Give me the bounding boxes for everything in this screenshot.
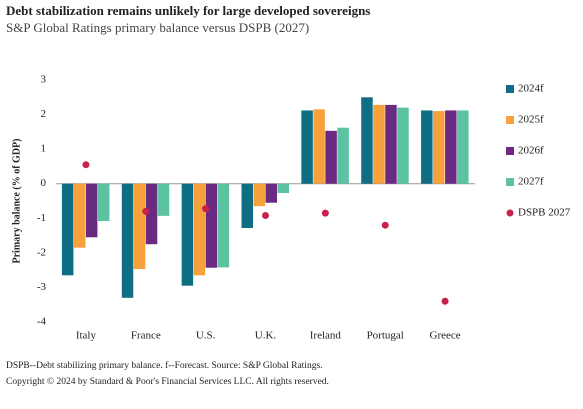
bar: [157, 183, 170, 216]
legend-label: 2026f: [518, 145, 544, 157]
legend-label: 2024f: [518, 83, 544, 95]
bar: [373, 104, 385, 184]
bar: [337, 127, 349, 184]
bar: [85, 183, 98, 238]
bar: [121, 183, 134, 298]
bar: [145, 183, 158, 245]
bar: [301, 110, 313, 184]
legend-swatch: [506, 178, 514, 186]
bar: [325, 130, 337, 184]
y-tick-label: -2: [37, 246, 46, 258]
dspb-dot: [321, 209, 329, 217]
bar: [445, 110, 457, 184]
x-tick-label: France: [131, 330, 161, 342]
legend-swatch: [506, 147, 514, 155]
legend-label: 2025f: [518, 114, 544, 126]
dspb-dot: [262, 212, 269, 220]
y-axis-label: Primary balance (% of GDP): [11, 139, 22, 264]
bar: [253, 183, 265, 207]
x-tick-label: Greece: [430, 330, 461, 342]
x-tick-label: U.S.: [196, 330, 216, 342]
bar: [361, 97, 373, 184]
x-tick-label: U.K.: [255, 330, 277, 342]
legend-swatch: [506, 209, 514, 217]
dspb-dot: [202, 205, 210, 213]
bar: [193, 183, 206, 276]
bar: [241, 183, 253, 228]
legend-label: DSPB 2027: [518, 207, 571, 219]
bar: [61, 183, 74, 276]
chart-title: Debt stabilization remains unlikely for …: [6, 3, 370, 18]
dspb-dot: [142, 207, 150, 215]
bar: [73, 183, 86, 248]
bar: [277, 183, 289, 194]
x-tick-label: Ireland: [310, 330, 342, 342]
y-tick-label: 2: [41, 108, 47, 120]
dspb-dot: [441, 297, 449, 305]
bar: [265, 183, 277, 203]
y-tick-label: 1: [41, 143, 47, 155]
bar: [217, 183, 230, 268]
bar: [313, 109, 325, 184]
bar: [385, 104, 397, 184]
y-tick-label: -4: [37, 316, 47, 328]
legend-swatch: [506, 85, 514, 93]
bar: [397, 107, 409, 184]
y-tick-label: -3: [37, 281, 47, 293]
bar: [133, 183, 146, 270]
x-tick-label: Italy: [76, 330, 97, 342]
dspb-dot: [381, 221, 389, 229]
legend-label: 2027f: [518, 176, 544, 188]
legend-swatch: [506, 116, 514, 124]
dspb-dot: [82, 161, 90, 169]
bar: [205, 183, 218, 268]
footnote: DSPB--Debt stabilizing primary balance. …: [6, 360, 323, 371]
chart-subtitle: S&P Global Ratings primary balance versu…: [6, 20, 309, 35]
bar: [421, 110, 433, 184]
y-tick-label: 3: [41, 74, 47, 86]
y-tick-label: 0: [41, 177, 47, 189]
copyright: Copyright © 2024 by Standard & Poor's Fi…: [6, 376, 329, 387]
x-tick-label: Portugal: [367, 330, 404, 342]
bar: [433, 111, 445, 184]
bar: [97, 183, 110, 222]
bar: [181, 183, 194, 286]
bar: [457, 110, 469, 184]
y-tick-label: -1: [37, 212, 46, 224]
